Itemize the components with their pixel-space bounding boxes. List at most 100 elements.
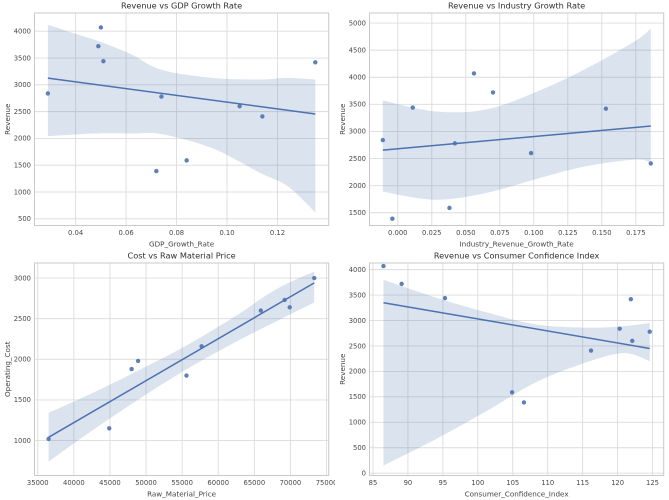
cost-vs-raw-material-chart: 35000 40000 45000 50000 55000 60000 65000 70000… — [3, 251, 335, 499]
data-point — [588, 348, 593, 353]
y-axis-label: Operating_Cost — [3, 341, 12, 397]
x-tick-label: 0.175 — [626, 229, 645, 237]
scatter-points — [45, 25, 318, 174]
x-tick-label: 105 — [506, 479, 519, 487]
scatter-points — [380, 263, 652, 405]
data-point — [98, 25, 104, 30]
revenue-vs-gdp-chart: 0.04 0.06 0.08 0.10 0.12 500 1000 1500 2000 2500 3… — [3, 1, 330, 249]
x-tick-label: 40000 — [63, 479, 85, 487]
x-tick-label: 0.025 — [422, 229, 441, 237]
subplot-revenue-vs-industry-growth-rate: 0.000 0.025 0.050 0.075 0.100 0.125 0.150 0.175… — [335, 0, 669, 250]
x-tick-label: 0.04 — [68, 229, 83, 237]
data-point — [184, 373, 189, 378]
data-point — [521, 400, 526, 405]
y-axis-label: Revenue — [338, 353, 347, 385]
gridlines — [369, 263, 664, 476]
data-point — [446, 205, 452, 211]
y-tick-label: 2500 — [14, 108, 31, 116]
data-point — [452, 141, 457, 146]
x-tick-label: 45000 — [99, 479, 121, 487]
y-tick-label: 4000 — [348, 266, 365, 274]
y-tick-label: 2000 — [14, 356, 31, 364]
plot-border — [34, 12, 330, 226]
y-tick-label: 1000 — [14, 188, 31, 196]
data-point — [528, 150, 533, 156]
y-tick-label: 3500 — [14, 54, 31, 62]
x-tick-label: 0.050 — [456, 229, 475, 237]
data-point — [184, 158, 189, 163]
data-point — [107, 426, 112, 431]
y-tick-label: 4000 — [14, 28, 31, 36]
data-point — [199, 344, 204, 349]
y-tick-label: 1500 — [348, 209, 365, 217]
chart-title: Revenue vs Consumer Confidence Index — [433, 251, 599, 261]
y-tick-label: 1500 — [348, 393, 365, 401]
data-point — [616, 326, 622, 331]
data-layer — [45, 24, 318, 213]
x-axis-label: Raw_Material_Price — [147, 490, 217, 499]
data-point — [282, 297, 287, 303]
y-tick-label: 3500 — [348, 291, 365, 299]
x-tick-label: 0.075 — [490, 229, 509, 237]
data-point — [96, 44, 101, 49]
regression-line — [382, 301, 650, 350]
data-point — [129, 366, 134, 372]
data-point — [490, 90, 495, 95]
y-tick-label: 1500 — [14, 396, 31, 404]
x-tick-label: 100 — [471, 479, 484, 487]
x-tick-label: 90 — [403, 479, 412, 487]
x-tick-label: 125 — [646, 479, 659, 487]
x-tick-label: 0.100 — [524, 229, 543, 237]
tick-labels: 0.000 0.025 0.050 0.075 0.100 0.125 0.150 0.175… — [348, 19, 645, 237]
data-point — [410, 105, 415, 110]
data-point — [135, 358, 141, 364]
y-axis-label: Revenue — [338, 103, 347, 135]
data-point — [313, 60, 318, 65]
y-tick-label: 4500 — [348, 46, 365, 54]
x-axis-label: Consumer_Confidence_Index — [464, 490, 569, 499]
x-axis-label: Industry_Revenue_Growth_Rate — [459, 240, 574, 249]
gridlines — [369, 13, 664, 226]
tick-labels: 85 90 95 100 105 110 115 120 125 0 500 1000 1500 2000… — [348, 266, 658, 487]
x-tick-label: 75000 — [316, 479, 335, 487]
confidence-band — [47, 24, 316, 213]
y-tick-label: 3000 — [14, 81, 31, 89]
x-tick-label: 70000 — [280, 479, 302, 487]
data-point — [260, 114, 265, 119]
data-point — [154, 168, 159, 174]
confidence-band — [48, 271, 315, 462]
data-point — [237, 104, 242, 109]
x-tick-label: 0.125 — [558, 229, 577, 237]
data-point — [312, 275, 317, 281]
chart-title: Cost vs Raw Material Price — [128, 251, 236, 261]
revenue-vs-industry-chart: 0.000 0.025 0.050 0.075 0.100 0.125 0.150 0.175… — [338, 1, 664, 249]
data-point — [509, 390, 514, 395]
tick-labels: 35000 40000 45000 50000 55000 60000 65000 70000… — [14, 274, 335, 487]
x-tick-label: 0.000 — [388, 229, 407, 237]
data-point — [647, 329, 652, 334]
x-tick-label: 0.06 — [119, 229, 134, 237]
y-tick-label: 3000 — [14, 274, 31, 282]
tick-labels: 0.04 0.06 0.08 0.10 0.12 500 1000 1500 2000 2500 3… — [14, 28, 285, 237]
y-tick-label: 500 — [353, 444, 366, 452]
scatter-points — [46, 275, 317, 442]
x-axis-label: GDP_Growth_Rate — [149, 240, 215, 249]
y-tick-label: 2000 — [348, 368, 365, 376]
regression-line — [48, 282, 315, 438]
data-point — [648, 161, 653, 166]
data-point — [258, 308, 264, 313]
data-point — [398, 281, 404, 287]
y-tick-label: 2500 — [348, 155, 365, 163]
data-point — [389, 216, 395, 221]
data-point — [603, 106, 608, 111]
data-point — [471, 71, 476, 76]
plot-border — [368, 262, 664, 476]
plot-border — [34, 262, 330, 476]
y-tick-label: 500 — [18, 215, 31, 223]
x-tick-label: 0.10 — [219, 229, 234, 237]
data-point — [287, 305, 292, 310]
x-tick-label: 115 — [576, 479, 589, 487]
regression-line — [382, 125, 651, 151]
data-layer — [380, 263, 652, 466]
data-point — [628, 296, 633, 302]
